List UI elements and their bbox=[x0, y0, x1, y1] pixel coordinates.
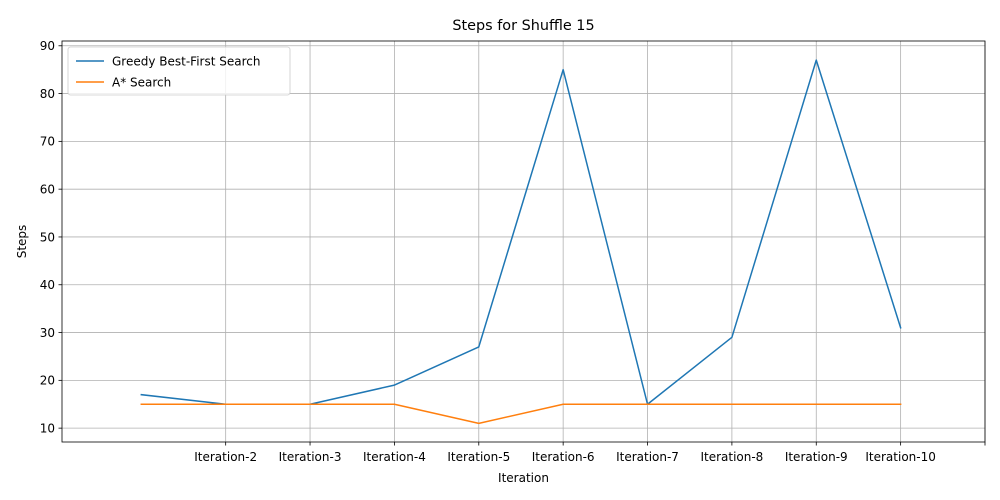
y-tick-label: 90 bbox=[40, 39, 55, 53]
y-tick-label: 40 bbox=[40, 278, 55, 292]
series-line-a-search bbox=[140, 403, 902, 425]
y-tick-label: 30 bbox=[40, 326, 55, 340]
y-tick-label: 70 bbox=[40, 135, 55, 149]
y-tick-label: 10 bbox=[40, 421, 55, 435]
x-tick-label: Iteration-10 bbox=[865, 450, 936, 464]
y-tick-label: 80 bbox=[40, 87, 55, 101]
x-axis-label: Iteration bbox=[498, 471, 549, 485]
x-tick-label: Iteration-6 bbox=[532, 450, 595, 464]
y-tick-label: 20 bbox=[40, 374, 55, 388]
y-tick-label: 50 bbox=[40, 230, 55, 244]
y-tick-label: 60 bbox=[40, 182, 55, 196]
y-axis-label: Steps bbox=[15, 225, 29, 259]
axis-ticks: Iteration-2 Iteration-3 Iteration-4 Iterati… bbox=[40, 39, 986, 464]
chart-title: Steps for Shuffle 15 bbox=[452, 18, 594, 34]
legend-entry-label: Greedy Best-First Search bbox=[112, 54, 260, 68]
legend: Greedy Best-First Search A* Search bbox=[67, 46, 291, 96]
plot-area-frame bbox=[61, 40, 986, 443]
x-tick-label: Iteration-5 bbox=[447, 450, 510, 464]
x-tick-label: Iteration-9 bbox=[785, 450, 848, 464]
legend-entry-label: A* Search bbox=[112, 75, 171, 89]
legend-box bbox=[67, 46, 291, 96]
x-tick-label: Iteration-7 bbox=[616, 450, 679, 464]
x-tick-label: Iteration-8 bbox=[700, 450, 763, 464]
x-tick-label: Iteration-4 bbox=[363, 450, 426, 464]
x-tick-label: Iteration-3 bbox=[279, 450, 342, 464]
series-lines bbox=[140, 59, 902, 425]
x-tick-label: Iteration-2 bbox=[194, 450, 257, 464]
